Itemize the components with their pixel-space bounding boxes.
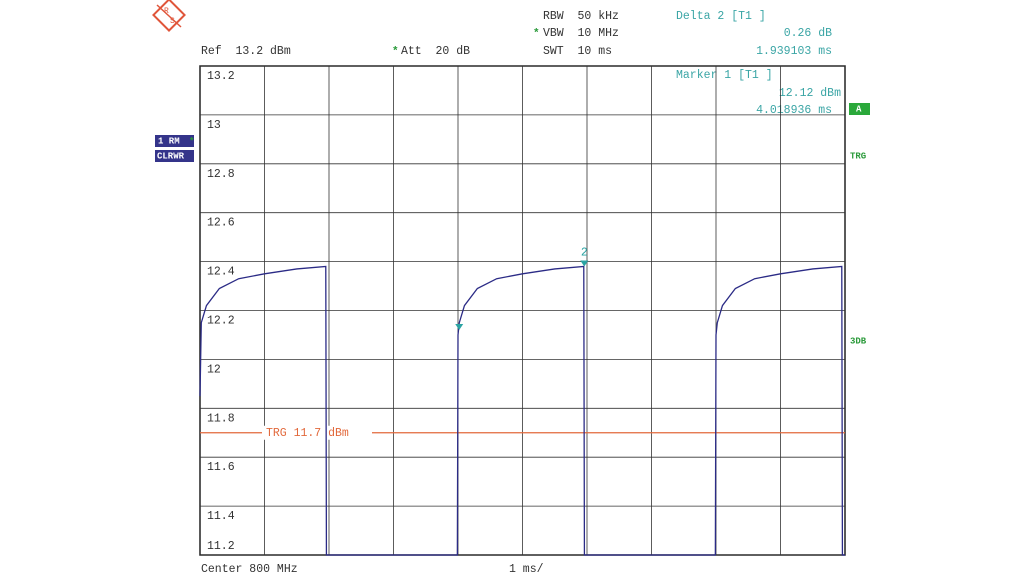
delta-time: 1.939103 ms [756, 45, 832, 58]
y-tick-label: 11.6 [207, 461, 235, 474]
plot-area: 11.2 11.4 11.6 11.8 12 12.2 12.4 12.6 12.8 13 13.2… [199, 65, 845, 556]
trace-star: * [189, 136, 194, 146]
vbw-star: * [533, 28, 540, 40]
trace-mode-box [155, 135, 194, 147]
y-tick-label: 13.2 [207, 70, 235, 83]
logo-stripe [156, 4, 182, 28]
marker [455, 324, 464, 331]
y-tick-label: 13 [207, 119, 221, 132]
y-tick-label: 11.8 [207, 412, 235, 425]
trace-detector: CLRWR [157, 151, 185, 161]
trace-mode: 1 RM [158, 136, 180, 146]
trace [199, 265, 845, 556]
detector-box [155, 150, 194, 162]
logo: R S [152, 0, 186, 32]
y-tick-label: 11.2 [207, 540, 235, 553]
ref-level: Ref 13.2 dBm [201, 45, 291, 58]
y-tick-label: 12.2 [207, 315, 235, 328]
trigger-label-bg [262, 425, 372, 440]
rbw: RBW 50 kHz [543, 10, 619, 23]
side-trg: TRG [850, 151, 866, 161]
y-tick-label: 12.4 [207, 266, 235, 279]
delta-level: 0.26 dB [784, 27, 832, 40]
marker-level: 12.12 dBm [779, 87, 841, 100]
logo-letter: S [170, 17, 175, 26]
marker [580, 260, 589, 267]
y-tick-label: 12.6 [207, 217, 235, 230]
y-tick-label: 11.4 [207, 510, 235, 523]
att-star: * [392, 46, 399, 58]
y-tick-label: 12 [207, 363, 221, 376]
span-per-division: 1 ms/ [509, 563, 544, 576]
sweep-time: SWT 10 ms [543, 45, 612, 58]
side-a-box [849, 103, 870, 115]
side-a: A [856, 104, 862, 114]
side-3db: 3DB [850, 336, 867, 346]
marker-label: 2 [581, 247, 588, 260]
vbw: VBW 10 MHz [543, 27, 619, 40]
center-frequency: Center 800 MHz [201, 563, 298, 576]
attenuation: Att 20 dB [401, 45, 470, 58]
marker-title: Marker 1 [T1 ] [676, 69, 773, 82]
logo-letter: R [164, 7, 169, 16]
trigger-label: TRG 11.7 dBm [266, 427, 349, 440]
y-tick-label: 12.8 [207, 168, 235, 181]
delta-title: Delta 2 [T1 ] [676, 10, 766, 23]
marker-time: 4.018936 ms [756, 104, 832, 117]
